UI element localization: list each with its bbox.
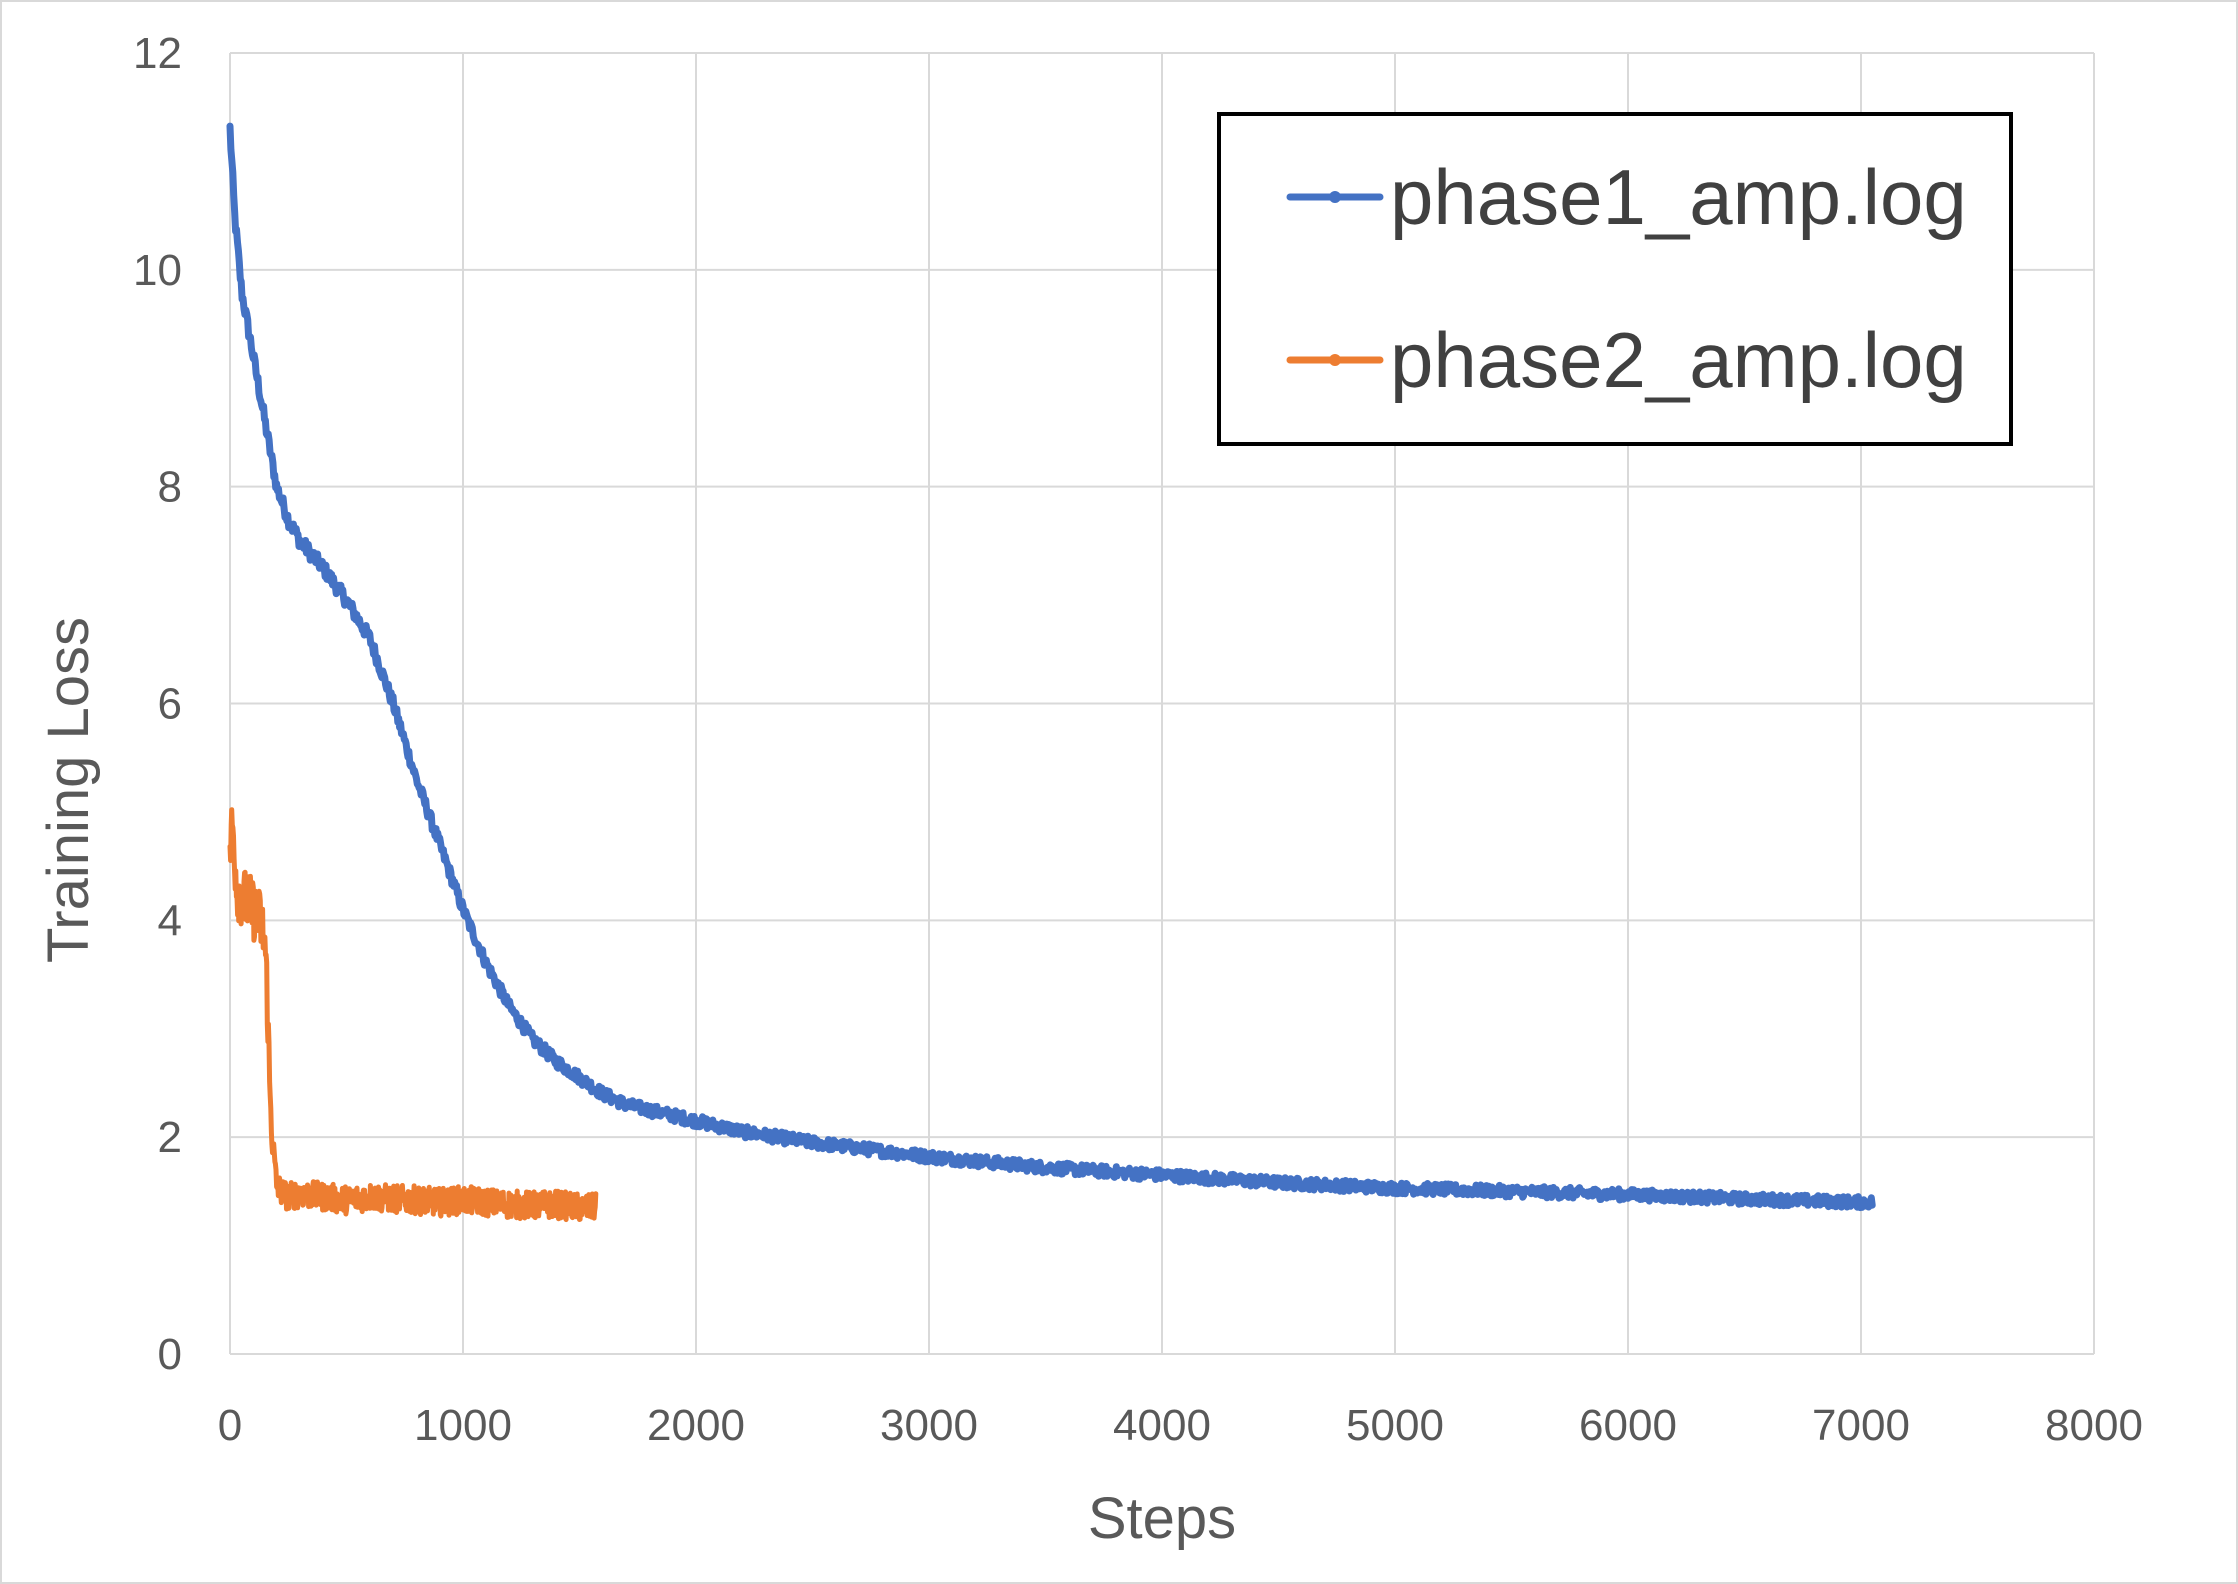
x-tick-label-0: 0 (218, 1401, 242, 1450)
y-tick-label-6: 12 (133, 29, 182, 78)
legend-marker-1 (1329, 354, 1341, 366)
x-tick-label-2: 2000 (647, 1401, 745, 1450)
y-axis-title: Training Loss (36, 617, 101, 963)
y-tick-labels: 0 2 4 6 8 10 12 (133, 29, 182, 1379)
legend-items: phase1_amp.log phase2_amp.log (1286, 153, 1967, 404)
series-line-phase1_amp.log (226, 122, 1876, 1212)
x-tick-label-8: 8000 (2045, 1401, 2143, 1450)
y-tick-label-4: 8 (158, 463, 182, 512)
y-tick-label-1: 2 (158, 1113, 182, 1162)
x-tick-label-3: 3000 (880, 1401, 978, 1450)
x-tick-label-6: 6000 (1579, 1401, 1677, 1450)
series-layer (226, 122, 1876, 1223)
legend-box (1217, 112, 2013, 446)
series-line-phase2_amp.log (227, 807, 599, 1223)
y-tick-label-0: 0 (158, 1330, 182, 1379)
y-tick-label-3: 6 (158, 680, 182, 729)
x-tick-label-1: 1000 (414, 1401, 512, 1450)
x-tick-label-7: 7000 (1812, 1401, 1910, 1450)
y-tick-label-2: 4 (158, 896, 182, 945)
legend-marker-0 (1329, 191, 1341, 203)
gridlines (229, 52, 2095, 1355)
x-axis-title: Steps (1088, 1486, 1236, 1551)
y-tick-label-5: 10 (133, 246, 182, 295)
legend: phase1_amp.log phase2_amp.log (1217, 112, 2013, 446)
x-tick-labels: 0 1000 2000 3000 4000 5000 6000 7000 8000 (218, 1401, 2143, 1450)
legend-label-1: phase2_amp.log (1390, 316, 1967, 404)
legend-label-0: phase1_amp.log (1390, 153, 1967, 241)
x-tick-label-4: 4000 (1113, 1401, 1211, 1450)
x-tick-label-5: 5000 (1346, 1401, 1444, 1450)
